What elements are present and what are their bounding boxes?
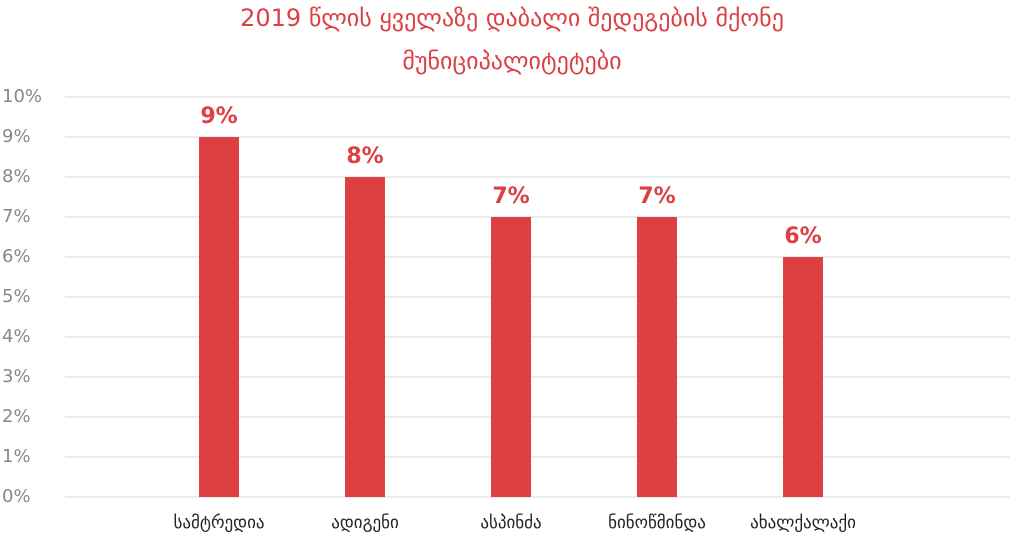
value-label: 6%: [784, 224, 821, 249]
x-tick-label: ასპინძა: [480, 513, 541, 533]
value-label: 7%: [638, 184, 675, 209]
y-tick-label: 3%: [2, 366, 31, 387]
y-tick-label: 8%: [2, 166, 31, 187]
x-tick-label: ნინოწმინდა: [608, 513, 706, 533]
bar: [637, 217, 677, 497]
y-tick-label: 9%: [2, 126, 31, 147]
chart-title: 2019 წლის ყველაზე დაბალი შედეგების მქონე: [240, 4, 784, 32]
y-tick-label: 10%: [2, 86, 42, 107]
bar: [345, 177, 385, 497]
y-tick-label: 4%: [2, 326, 31, 347]
chart-title: მუნიციპალიტეტები: [402, 47, 621, 75]
value-label: 8%: [346, 144, 383, 169]
y-tick-label: 2%: [2, 406, 31, 427]
y-tick-label: 7%: [2, 206, 31, 227]
y-tick-label: 5%: [2, 286, 31, 307]
x-tick-label: ახალქალაქი: [750, 513, 856, 533]
bar: [199, 137, 239, 497]
y-tick-label: 0%: [2, 486, 31, 507]
bar: [783, 257, 823, 497]
x-tick-label: სამტრედია: [173, 513, 264, 533]
x-tick-label: ადიგენი: [331, 513, 399, 533]
value-label: 9%: [200, 104, 237, 129]
value-label: 7%: [492, 184, 529, 209]
y-tick-label: 1%: [2, 446, 31, 467]
bar: [491, 217, 531, 497]
y-tick-label: 6%: [2, 246, 31, 267]
